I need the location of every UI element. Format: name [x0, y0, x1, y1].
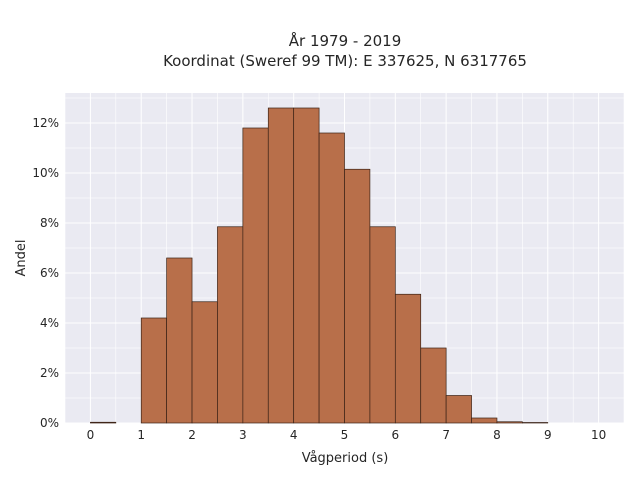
histogram-bar — [471, 417, 498, 424]
histogram-bar — [318, 132, 345, 424]
histogram-bar — [344, 168, 371, 424]
y-axis-ticks: 0% 2% 4% 6% 8% 10% 12% — [32, 116, 59, 430]
x-tick-label: 3 — [239, 428, 247, 442]
chart-subtitle: Koordinat (Sweref 99 TM): E 337625, N 63… — [163, 52, 527, 70]
histogram-bar — [496, 421, 523, 424]
y-tick-label: 6% — [40, 266, 59, 280]
x-axis-label: Vågperiod (s) — [302, 451, 389, 466]
histogram-bar — [445, 395, 472, 424]
y-axis-label: Andel — [14, 240, 29, 277]
bars — [90, 107, 549, 424]
histogram-bar — [242, 127, 269, 424]
chart-title: År 1979 - 2019 — [289, 31, 402, 50]
histogram-bar — [267, 107, 295, 424]
y-tick-label: 10% — [32, 166, 59, 180]
x-axis-ticks: 0 1 2 3 4 5 6 7 8 9 10 — [87, 428, 607, 442]
x-tick-label: 8 — [493, 428, 501, 442]
histogram-bar — [293, 107, 320, 424]
histogram-bar — [166, 257, 193, 424]
histogram-bar — [191, 301, 218, 424]
histogram-bar — [90, 421, 117, 424]
x-tick-label: 4 — [290, 428, 298, 442]
histogram-bar — [217, 226, 244, 424]
y-tick-label: 12% — [32, 116, 59, 130]
histogram-bar — [420, 347, 447, 424]
x-tick-label: 1 — [137, 428, 145, 442]
y-tick-label: 4% — [40, 316, 59, 330]
y-tick-label: 8% — [40, 216, 59, 230]
x-tick-label: 10 — [591, 428, 606, 442]
x-tick-label: 2 — [188, 428, 196, 442]
histogram-bar — [369, 226, 396, 424]
x-tick-label: 0 — [87, 428, 95, 442]
histogram-bar — [522, 422, 549, 424]
histogram-bar — [140, 317, 167, 424]
x-tick-label: 9 — [544, 428, 552, 442]
x-tick-label: 6 — [391, 428, 399, 442]
y-tick-label: 2% — [40, 366, 59, 380]
histogram-bar — [394, 293, 422, 424]
x-tick-label: 7 — [442, 428, 450, 442]
x-tick-label: 5 — [341, 428, 349, 442]
y-tick-label: 0% — [40, 416, 59, 430]
